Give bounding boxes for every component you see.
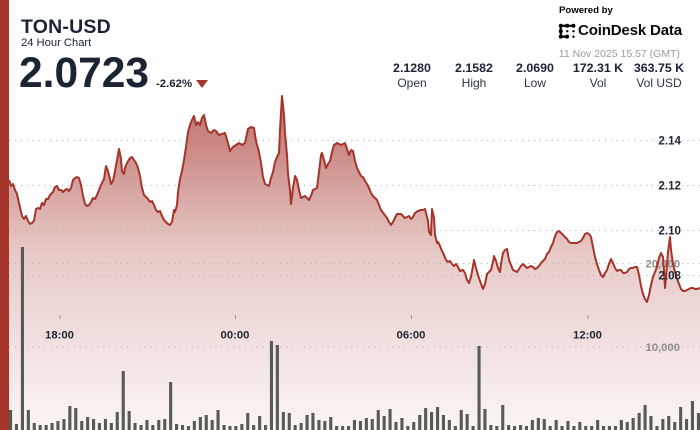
svg-text:18:00: 18:00 <box>45 330 74 342</box>
svg-text:2.08: 2.08 <box>658 270 681 283</box>
svg-text:10,000: 10,000 <box>645 342 680 354</box>
svg-text:2.14: 2.14 <box>658 135 681 148</box>
svg-text:06:00: 06:00 <box>397 330 426 342</box>
svg-text:2.10: 2.10 <box>658 225 681 238</box>
svg-text:12:00: 12:00 <box>573 330 602 342</box>
svg-text:2.12: 2.12 <box>658 180 681 193</box>
svg-text:00:00: 00:00 <box>221 330 250 342</box>
